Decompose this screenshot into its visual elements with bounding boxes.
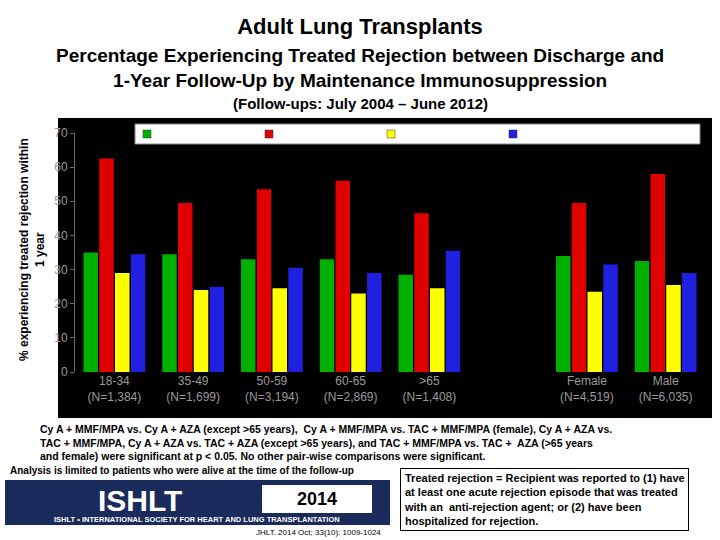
svg-text:Male(N=6,035): Male(N=6,035) [639,374,693,404]
svg-text:Female(N=4,519): Female(N=4,519) [560,374,614,404]
svg-text:(Follow-ups: July 2004 – June: (Follow-ups: July 2004 – June 2012) [233,95,488,112]
svg-text:Percentage Experiencing Treate: Percentage Experiencing Treated Rejectio… [56,45,664,91]
svg-text:Adult Lung Transplants: Adult Lung Transplants [237,14,483,39]
svg-text:Analysis is limited to patient: Analysis is limited to patients who were… [10,465,354,476]
svg-text:ISHLT • INTERNATIONAL SOCIETY: ISHLT • INTERNATIONAL SOCIETY FOR HEART … [54,515,340,524]
svg-text:>65(N=1,408): >65(N=1,408) [403,374,457,404]
svg-text:70: 70 [54,126,68,140]
svg-text:ISHLT: ISHLT [98,484,182,517]
svg-text:35-49(N=1,699): 35-49(N=1,699) [166,374,220,404]
svg-text:JHLT. 2014 Oct; 33(10): 1009-1: JHLT. 2014 Oct; 33(10): 1009-1024 [256,528,381,537]
svg-text:50-59(N=3,194): 50-59(N=3,194) [245,374,299,404]
svg-text:10: 10 [54,331,68,345]
svg-text:60-65(N=2,869): 60-65(N=2,869) [324,374,378,404]
svg-text:2014: 2014 [297,489,337,509]
svg-text:20: 20 [54,297,68,311]
svg-text:30: 30 [54,263,68,277]
svg-text:40: 40 [54,229,68,243]
svg-text:60: 60 [54,160,68,174]
svg-text:50: 50 [54,194,68,208]
svg-text:0: 0 [61,365,68,379]
svg-text:% experiencing treated rejecti: % experiencing treated rejection within1… [17,138,47,361]
svg-text:Cy A + MMF/MPA vs. Cy A + AZA: Cy A + MMF/MPA vs. Cy A + AZA (except >6… [40,423,612,462]
svg-text:18-34(N=1,384): 18-34(N=1,384) [88,374,142,404]
svg-text:Treated rejection = Recipient: Treated rejection = Recipient was report… [404,472,685,527]
